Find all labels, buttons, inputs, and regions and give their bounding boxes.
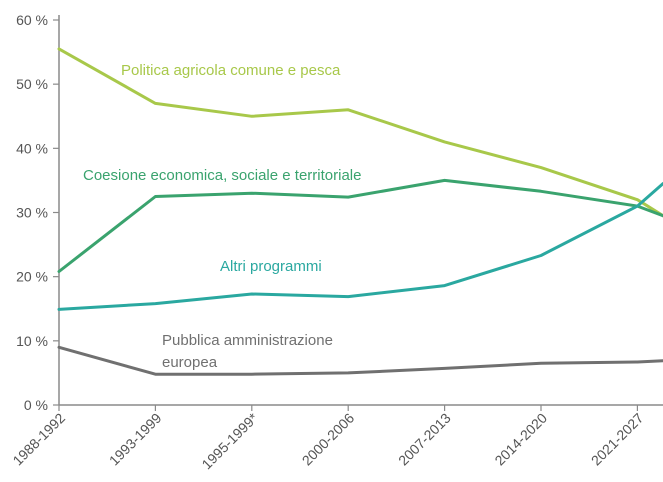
x-tick-label: 2000-2006: [299, 410, 358, 469]
series-line-1: [57, 178, 663, 273]
y-tick-label: 50 %: [16, 76, 48, 92]
series-label-3-line-1: europea: [162, 354, 218, 371]
series-label-1: Coesione economica, sociale e territoria…: [83, 167, 361, 184]
y-tick-label: 30 %: [16, 205, 48, 221]
x-tick-label: 2007-2013: [395, 410, 454, 469]
series-label-3-line-0: Pubblica amministrazione: [162, 332, 333, 349]
series-line-2: [57, 182, 663, 311]
y-tick-label: 20 %: [16, 269, 48, 285]
x-tick-label: 2014-2020: [491, 410, 550, 469]
x-tick-label: 2021-2027: [588, 410, 647, 469]
x-tick-label: 1993-1999: [106, 410, 165, 469]
series-labels: Politica agricola comune e pesca Coesione…: [83, 62, 361, 371]
y-tick-label: 0 %: [24, 397, 48, 413]
series-label-0: Politica agricola comune e pesca: [121, 62, 341, 79]
series-lines: [57, 47, 663, 376]
series-line-3: [57, 345, 663, 376]
series-line-0: [57, 47, 663, 218]
y-tick-label: 40 %: [16, 140, 48, 156]
series-label-2: Altri programmi: [220, 258, 322, 275]
x-tick-label: 1995-1999*: [198, 409, 261, 472]
y-tick-label: 10 %: [16, 333, 48, 349]
x-tick-label: 1988-1992: [9, 410, 68, 469]
y-tick-label: 60 %: [16, 12, 48, 28]
